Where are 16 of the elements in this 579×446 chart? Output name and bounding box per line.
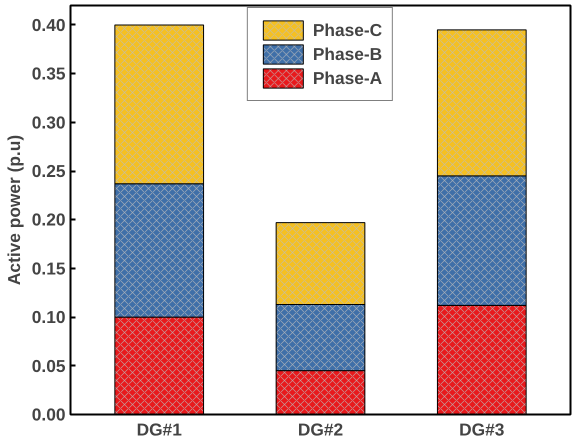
- y-tick-label: 0.40: [32, 14, 66, 35]
- legend-label: Phase-B: [312, 44, 382, 64]
- y-tick-label: 0.00: [32, 404, 66, 424]
- y-tick-label: 0.30: [32, 112, 66, 132]
- y-tick-label: 0.05: [32, 356, 66, 376]
- x-tick-label: DG#1: [136, 420, 182, 440]
- y-tick-label: 0.35: [32, 64, 66, 84]
- y-tick-label: 0.25: [32, 161, 66, 182]
- legend-label: Phase-A: [312, 68, 382, 88]
- x-tick-label: DG#2: [298, 420, 344, 440]
- legend-label: Phase-C: [312, 20, 382, 40]
- y-tick-label: 0.15: [32, 258, 66, 278]
- y-tick-label: 0.10: [32, 307, 66, 328]
- x-tick-label: DG#3: [459, 420, 505, 440]
- y-axis-title: Active power (p.u): [4, 134, 24, 286]
- y-tick-label: 0.20: [32, 210, 66, 230]
